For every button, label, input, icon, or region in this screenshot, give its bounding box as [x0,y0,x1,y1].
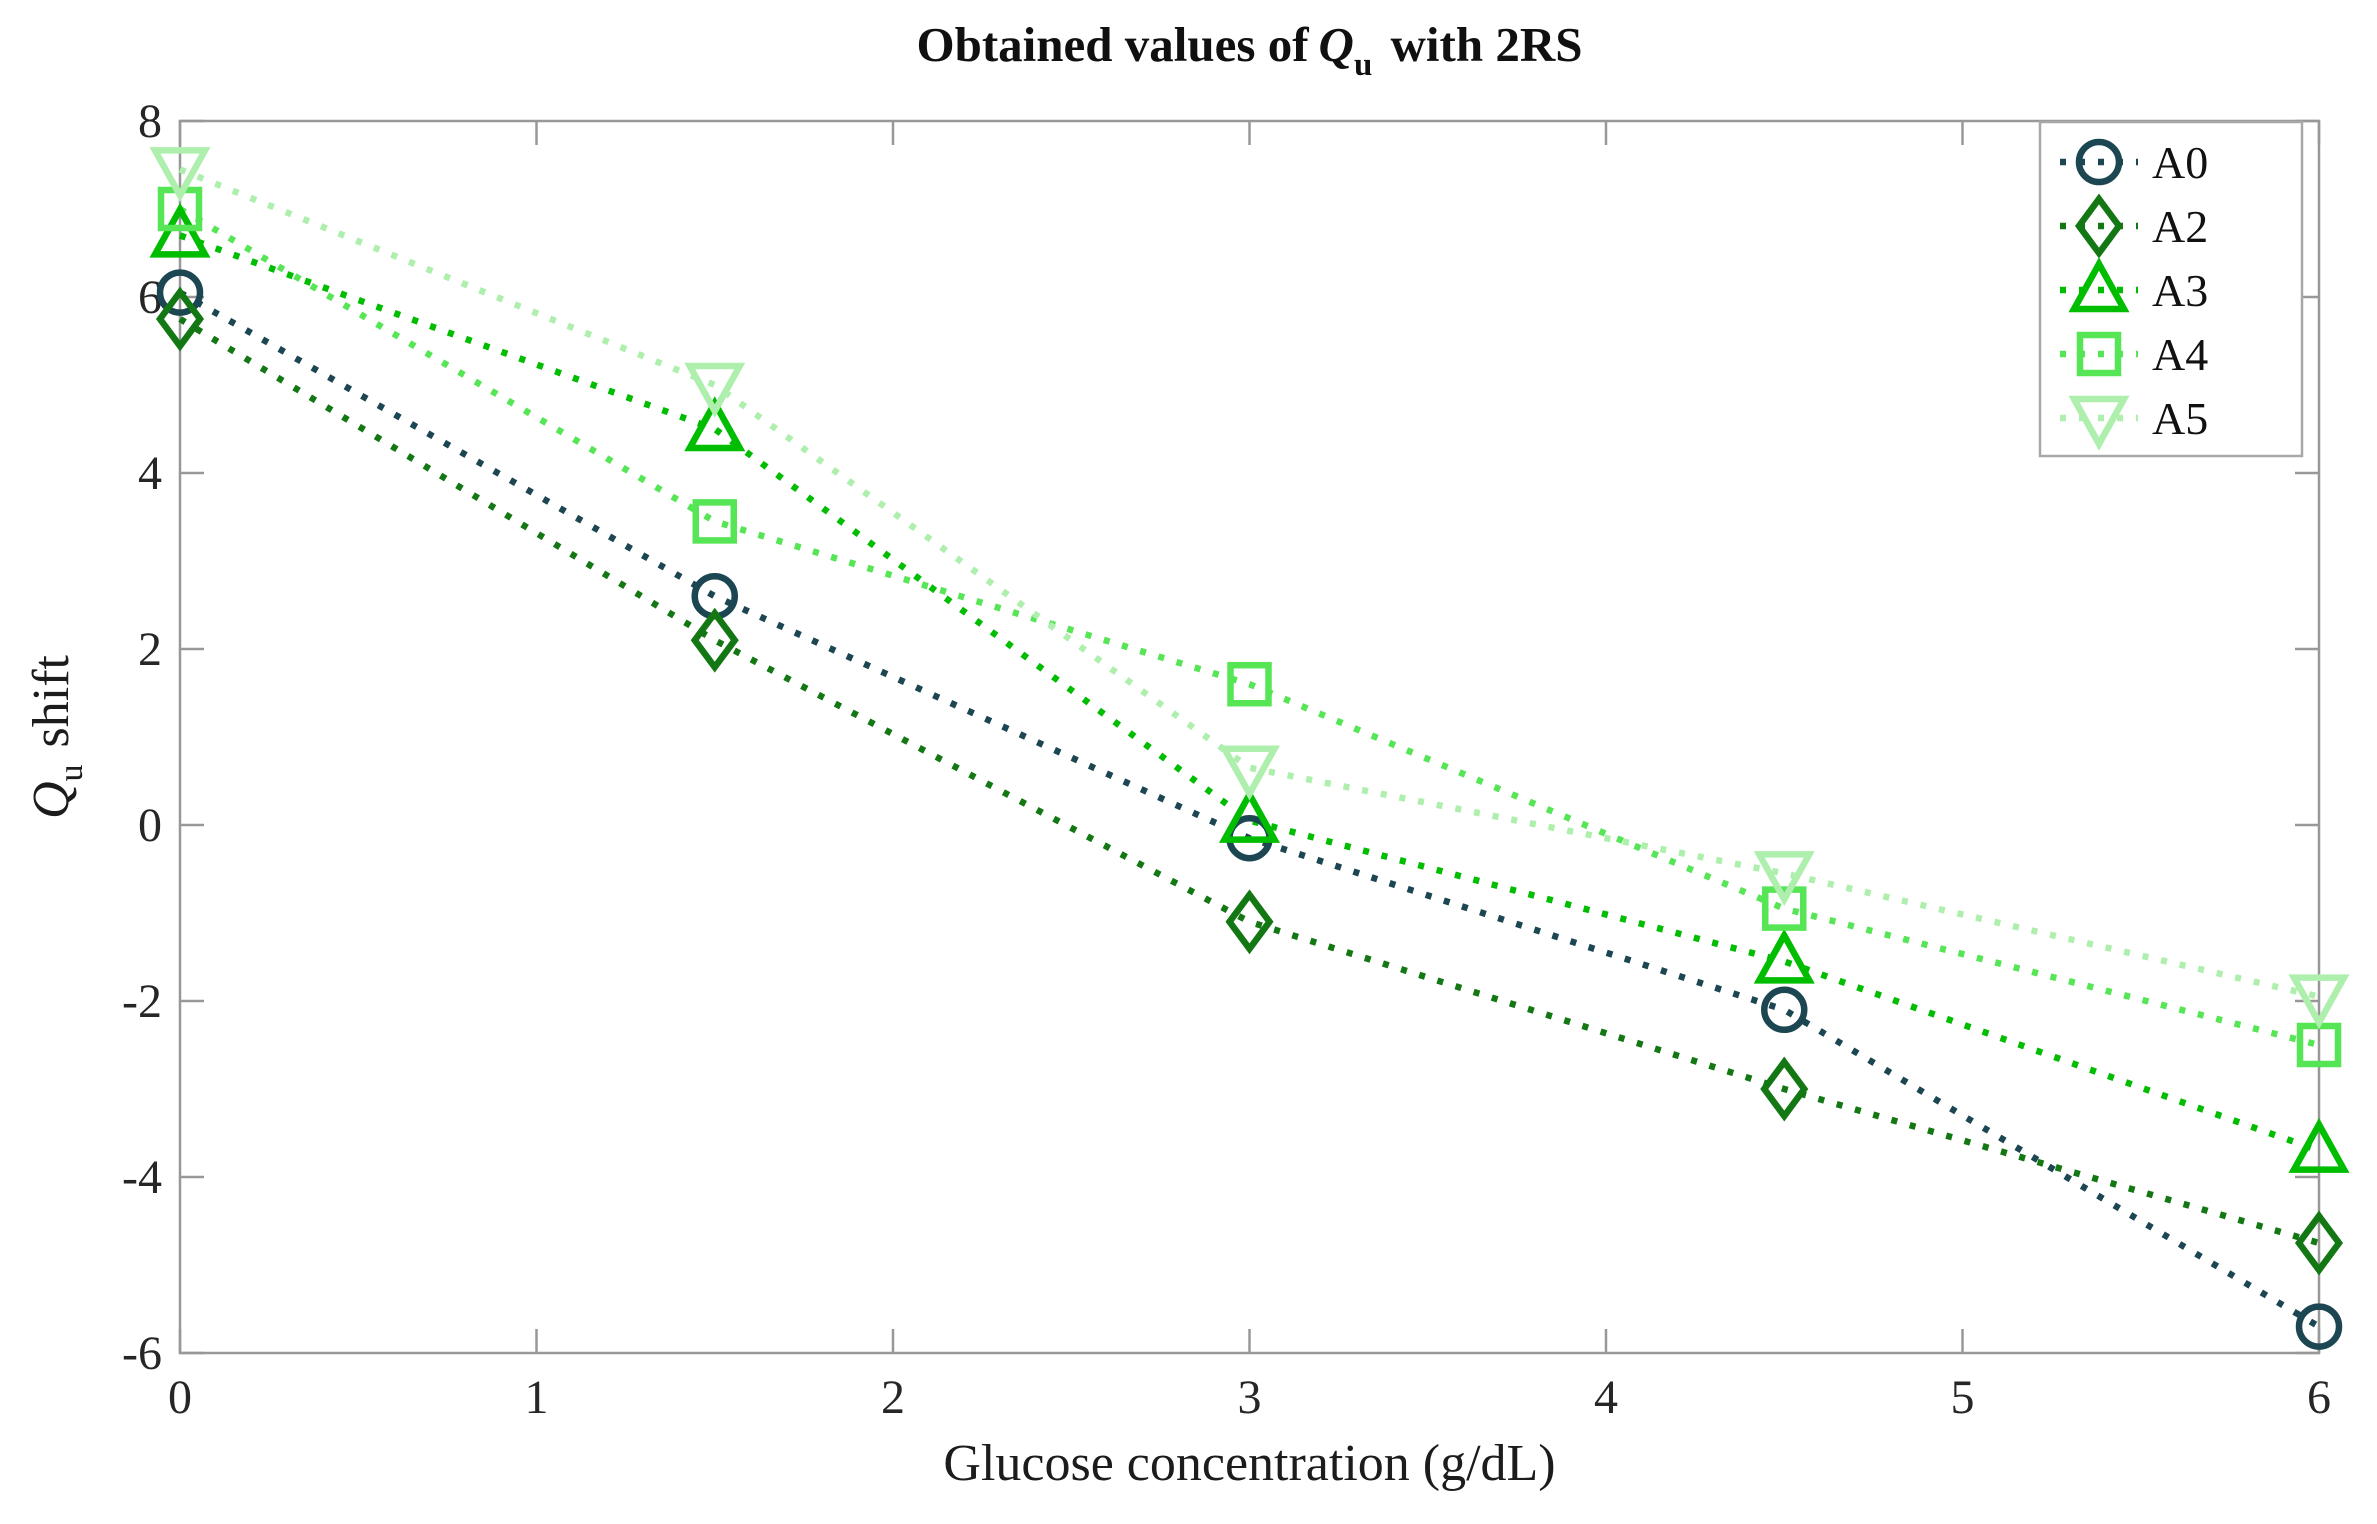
data-point-A0 [156,269,204,316]
y-axis-label: Qu shift [22,655,91,819]
data-point-A3 [1753,928,1815,984]
axes-frame [178,119,2321,1355]
data-point-A4 [1227,661,1272,707]
legend-marker-A2 [2074,193,2124,259]
data-point-A0 [1761,986,1808,1034]
chart-title-math-var: Q [1318,17,1354,72]
y-tick-label: 0 [138,799,162,852]
legend-label-A2: A2 [2152,201,2208,252]
data-point-A0 [2295,1303,2343,1350]
y-tick-label: -4 [122,1151,162,1204]
data-point-A2 [2294,1210,2344,1276]
data-point-A4 [692,499,737,544]
y-tick-label: -2 [122,975,162,1028]
data-point-A3 [684,396,746,452]
y-tick-label: 4 [138,447,162,500]
series-line-A4 [178,206,2320,1049]
legend-label-A3: A3 [2152,265,2208,316]
x-tick-label: 6 [2307,1371,2331,1424]
y-tick-label: 2 [138,623,162,676]
series-line-A0 [178,289,2321,1330]
data-point-A4 [1762,886,1807,931]
data-point-A3 [149,202,211,258]
legend-marker-A5 [2068,395,2130,451]
chart-title-math-sub: u [1353,47,1373,83]
x-tick-label: 5 [1951,1371,1975,1424]
x-axis-label: Glucose concentration (g/dL) [943,1435,1556,1492]
series-line-A3 [178,232,2321,1154]
chart-title-suffix: with 2RS [1378,17,1583,72]
y-tick-label: -6 [122,1327,162,1380]
data-point-A5 [1218,745,1281,801]
legend-label-A5: A5 [2152,393,2208,444]
y-tick-label: 8 [138,95,162,148]
data-point-A2 [155,286,205,352]
legend-marker-A3 [2068,257,2130,313]
legend-label-A4: A4 [2152,329,2208,380]
chart-title-text: Obtained values of [916,17,1309,72]
y-axis-label-sub: u [53,764,90,782]
series-line-A2 [178,316,2320,1247]
x-tick-label: 1 [525,1371,549,1424]
data-point-A5 [2288,974,2350,1030]
y-axis-label-rest: shift [23,654,80,761]
legend-marker-A0 [2075,138,2123,186]
data-point-A5 [1753,851,1815,907]
y-axis-label-var: Q [23,781,80,820]
x-tick-label: 4 [1594,1371,1618,1424]
data-point-A5 [149,147,211,203]
chart-title: Obtained values of Qu with 2RS [180,16,2319,84]
series-line-A5 [178,166,2320,1000]
data-point-A3 [2288,1117,2350,1173]
data-point-A2 [1760,1056,1809,1122]
x-tick-label: 2 [881,1371,905,1424]
data-point-A5 [684,362,746,418]
data-point-A2 [1225,889,1274,955]
legend-label-A0: A0 [2152,137,2208,188]
x-tick-label: 3 [1238,1371,1262,1424]
x-tick-label: 0 [168,1371,192,1424]
data-point-A3 [1218,787,1281,843]
data-point-A2 [690,607,739,673]
legend-marker-A4 [2076,331,2122,377]
